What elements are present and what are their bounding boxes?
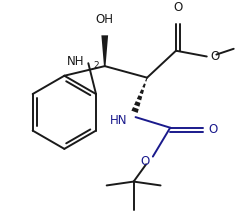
Text: HN: HN xyxy=(110,113,128,127)
Text: O: O xyxy=(211,50,220,63)
Polygon shape xyxy=(134,101,140,107)
Text: NH: NH xyxy=(67,55,85,68)
Text: OH: OH xyxy=(96,13,114,26)
Polygon shape xyxy=(137,95,142,100)
Polygon shape xyxy=(140,89,144,94)
Text: 2: 2 xyxy=(93,61,99,70)
Polygon shape xyxy=(101,35,108,66)
Polygon shape xyxy=(145,77,148,81)
Text: O: O xyxy=(173,1,183,14)
Polygon shape xyxy=(142,83,146,88)
Text: O: O xyxy=(141,155,150,168)
Text: O: O xyxy=(209,123,218,136)
Polygon shape xyxy=(131,107,139,113)
